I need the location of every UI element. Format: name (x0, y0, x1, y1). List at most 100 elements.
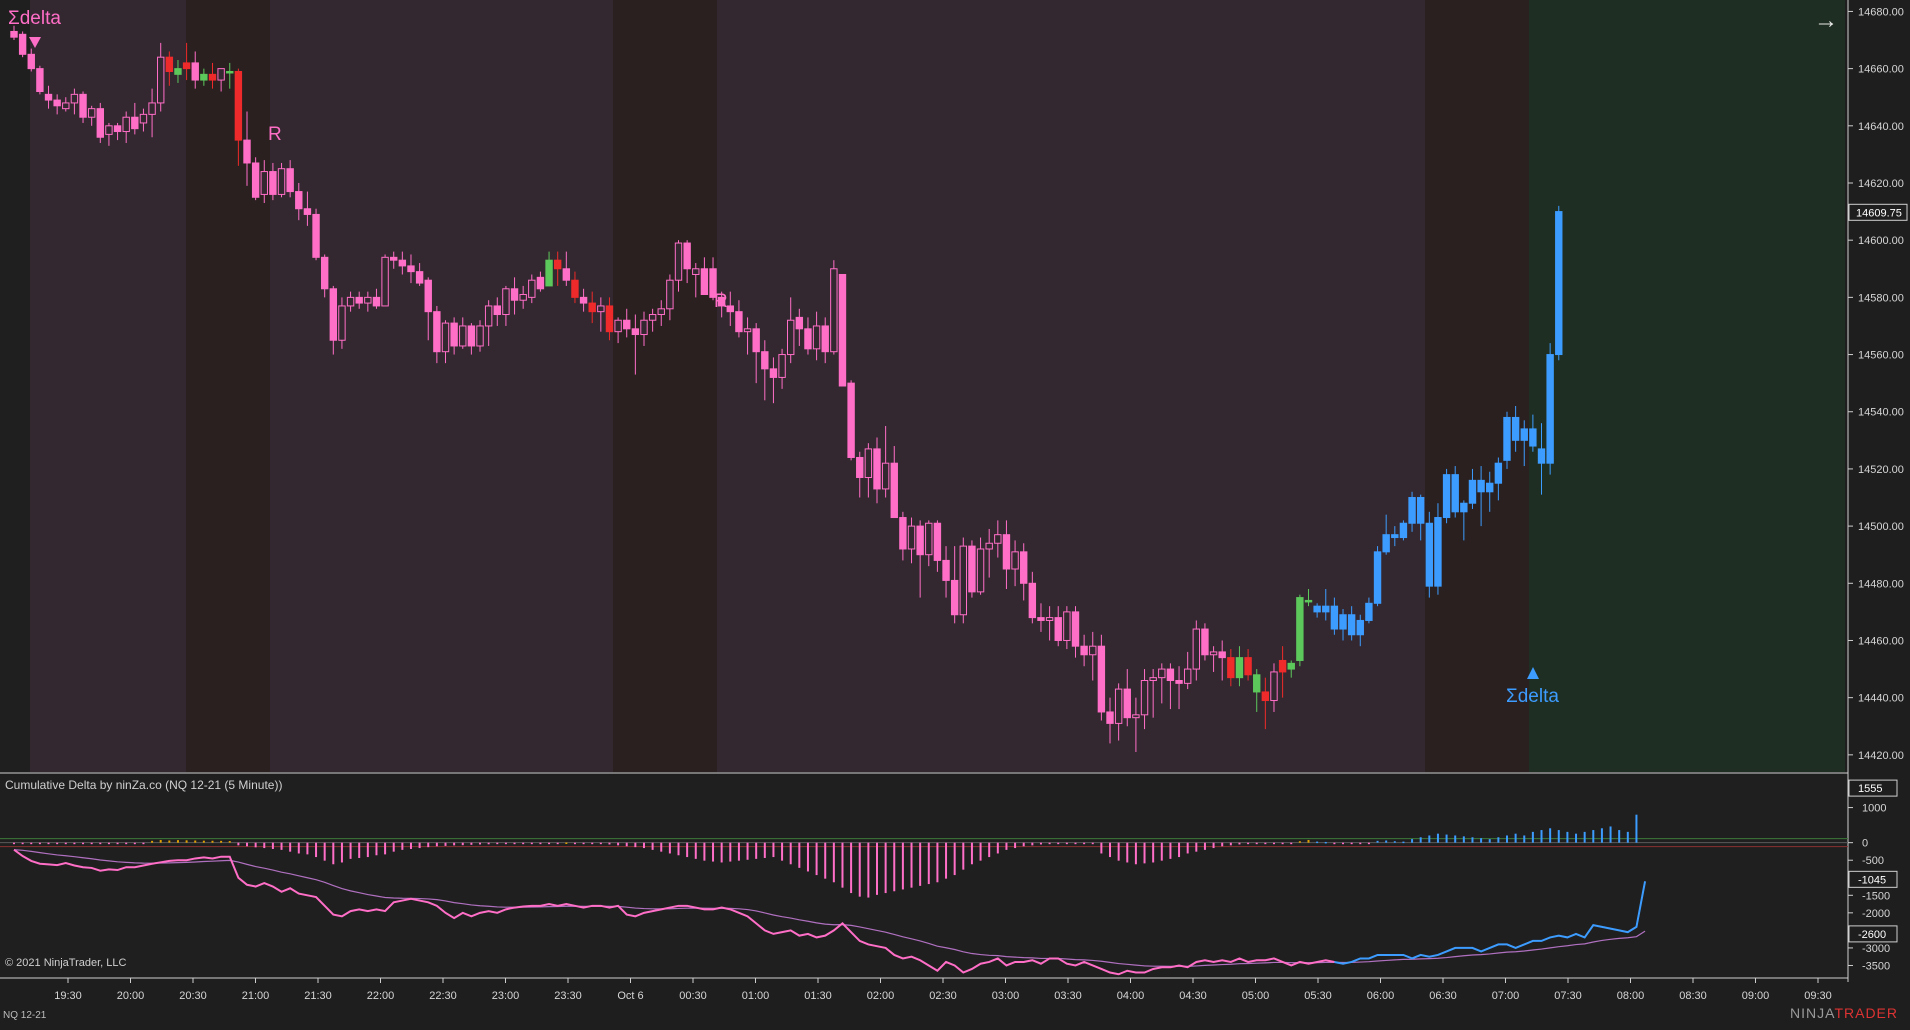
candle (62, 97, 70, 112)
signal-markers: Σdelta R R Σdelta (8, 8, 1559, 707)
candle-body (226, 70, 234, 74)
candle (1529, 414, 1537, 452)
delta-histogram-bar (1462, 836, 1465, 843)
delta-histogram-bar (539, 842, 542, 845)
candle-body (562, 268, 571, 281)
candle (1304, 589, 1313, 607)
candle (510, 277, 519, 315)
candle (1235, 646, 1244, 687)
candle (286, 160, 294, 198)
candle-body (709, 268, 717, 298)
candle (1183, 651, 1192, 690)
candle-body (605, 305, 614, 333)
delta-histogram-bar (1333, 842, 1336, 845)
candle (1278, 646, 1287, 698)
delta-histogram-bar (1255, 842, 1258, 845)
delta-histogram-bar (1057, 842, 1060, 845)
session-band (1425, 0, 1529, 772)
nav-right-arrow-icon[interactable]: → (1814, 7, 1838, 34)
price-label: 14540.00 (1858, 407, 1904, 419)
candle-body (640, 319, 648, 336)
candle (174, 60, 182, 83)
delta-histogram-bar (1109, 842, 1112, 858)
cum-delta-average (13, 849, 1646, 967)
candle-body (553, 259, 562, 270)
copyright-label: © 2021 NinjaTrader, LLC (5, 957, 127, 969)
delta-histogram-bar (1014, 842, 1017, 849)
delta-histogram-bar (522, 842, 525, 845)
delta-histogram-bar (202, 840, 205, 843)
candle (1123, 669, 1131, 727)
candle-body (459, 325, 467, 347)
indicator-value-label: 1555 (1858, 783, 1882, 795)
time-label: 06:30 (1429, 990, 1457, 1002)
candle (1408, 491, 1416, 532)
candle-body (717, 296, 726, 307)
candle (640, 311, 648, 346)
delta-histogram-bar (1385, 840, 1388, 843)
delta-histogram-bar (56, 842, 59, 845)
delta-histogram-bar (1031, 842, 1034, 846)
session-band (186, 0, 270, 772)
candle-body (907, 525, 916, 550)
candle-body (208, 73, 217, 81)
candle (10, 25, 18, 41)
delta-histogram-bar (1212, 842, 1215, 849)
delta-histogram-bar (1091, 842, 1094, 845)
time-label: 20:30 (179, 990, 207, 1002)
candle-body (1063, 611, 1071, 641)
delta-histogram-bar (979, 842, 982, 861)
candle-body (1201, 628, 1209, 656)
delta-histogram-bar (729, 842, 732, 862)
candle-body (510, 288, 519, 301)
candle-body (139, 113, 148, 124)
candle (105, 122, 113, 146)
price-label: 14460.00 (1858, 635, 1904, 647)
delta-histogram-bar (1074, 842, 1077, 845)
candle (467, 323, 476, 355)
candle (1149, 669, 1157, 718)
candle-body (1451, 474, 1459, 513)
delta-histogram-bar (151, 840, 154, 843)
candle (1244, 649, 1252, 681)
delta-histogram-bar (332, 842, 335, 865)
delta-histogram-bar (850, 842, 853, 894)
candle-body (1546, 354, 1554, 464)
candle (18, 31, 27, 58)
candle (407, 254, 415, 284)
delta-histogram-bar (366, 842, 369, 858)
candle-body (1278, 659, 1287, 673)
candle (1511, 406, 1520, 452)
candle-body (243, 139, 251, 164)
price-label: 14680.00 (1858, 6, 1904, 18)
delta-histogram-bar (1575, 833, 1578, 843)
candle-body (1235, 657, 1244, 679)
delta-histogram-bar (1342, 842, 1345, 845)
delta-histogram-bar (798, 842, 801, 868)
delta-histogram-bar (815, 842, 818, 876)
delta-histogram-bar (1549, 828, 1552, 843)
price-label: 14640.00 (1858, 121, 1904, 133)
delta-histogram-bar (1117, 842, 1120, 861)
candle-body (372, 296, 381, 307)
session-band (717, 0, 1425, 772)
candle-body (484, 305, 493, 327)
candle (1546, 343, 1554, 475)
candle-body (881, 462, 890, 490)
candle (700, 257, 709, 296)
delta-histogram-bar (608, 842, 611, 845)
price-label: 14480.00 (1858, 578, 1904, 590)
delta-histogram-bar (1065, 842, 1068, 845)
delta-histogram-bar (867, 842, 870, 898)
delta-histogram-bar (1022, 842, 1025, 847)
time-label: 00:30 (679, 990, 707, 1002)
candle-body (1106, 711, 1114, 724)
delta-histogram-bar (513, 842, 516, 845)
candle-body (62, 102, 70, 110)
grid (0, 0, 1849, 982)
candle-body (286, 168, 294, 193)
candle-body (96, 108, 104, 138)
delta-histogram-bar (970, 842, 973, 865)
candle (1158, 663, 1166, 704)
